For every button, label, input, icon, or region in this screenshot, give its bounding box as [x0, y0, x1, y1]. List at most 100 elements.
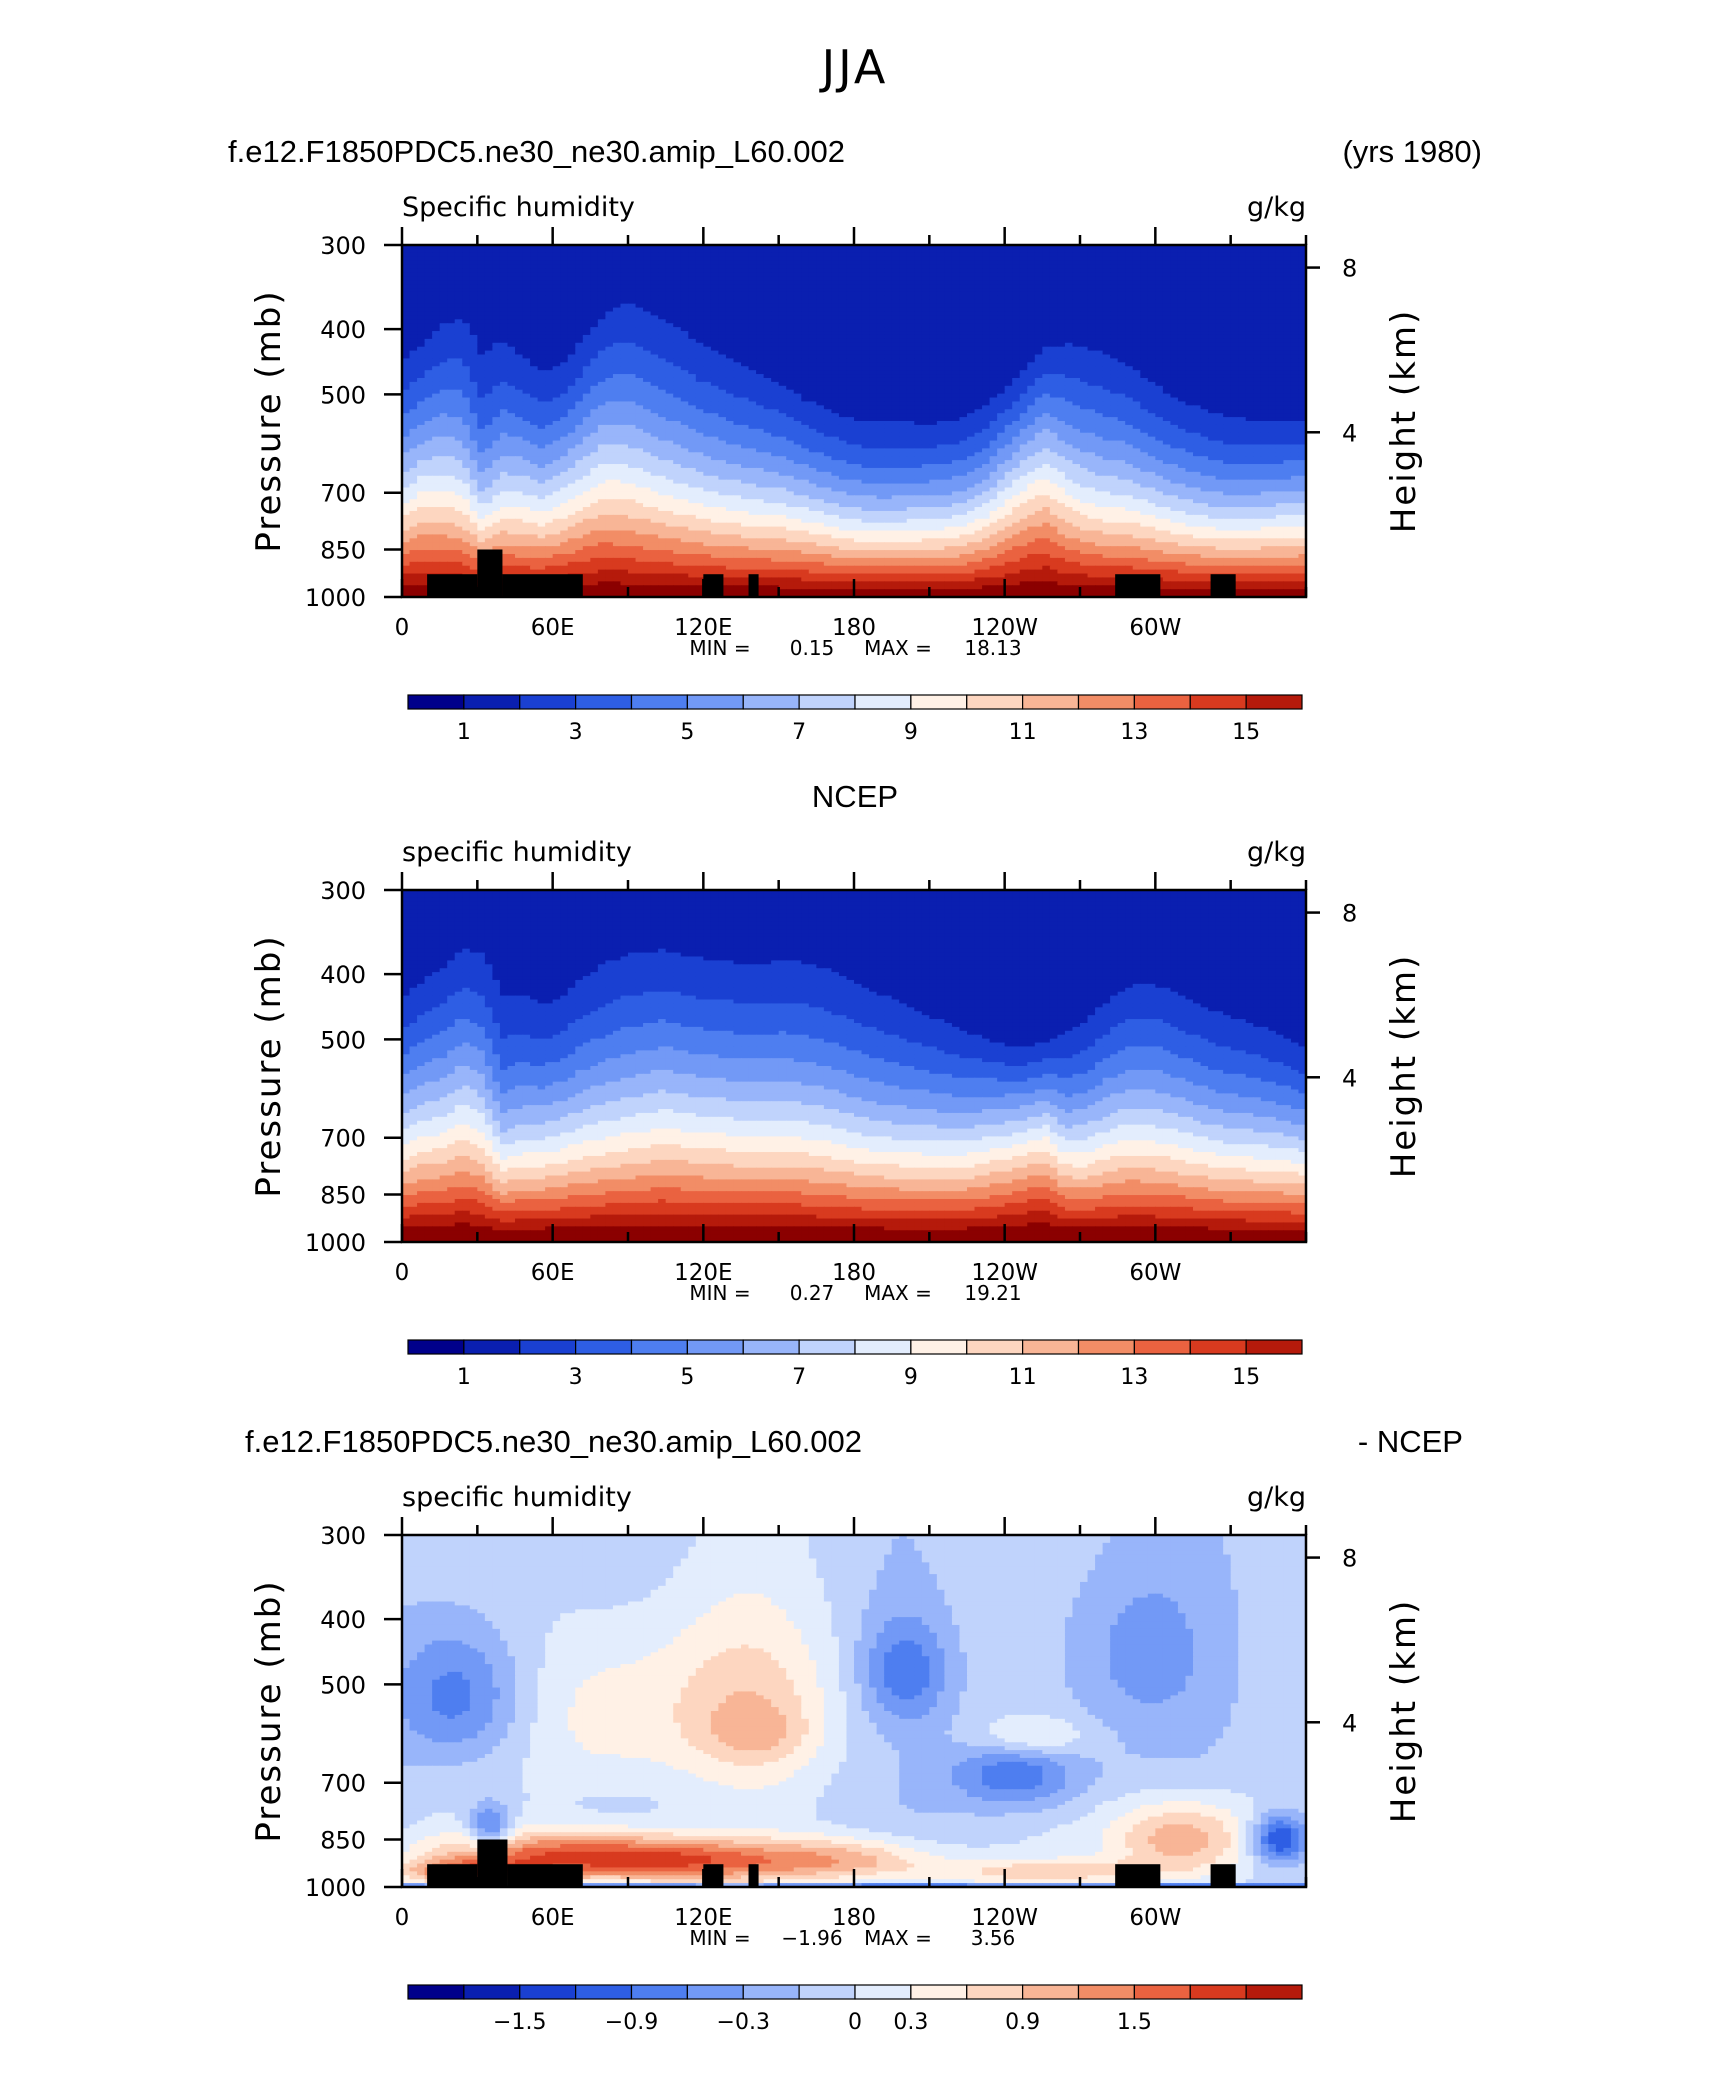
field-cell	[1162, 342, 1171, 348]
field-cell	[462, 248, 471, 254]
field-cell	[801, 323, 810, 328]
field-cell	[982, 385, 991, 391]
field-cell	[989, 370, 998, 375]
field-cell	[567, 315, 576, 320]
field-cell	[756, 358, 765, 363]
field-cell	[703, 288, 712, 293]
field-cell	[846, 393, 855, 399]
field-cell	[582, 319, 591, 324]
field-cell	[823, 264, 832, 270]
field-cell	[959, 374, 968, 379]
field-cell	[838, 264, 848, 270]
field-cell	[575, 256, 584, 262]
field-cell	[439, 319, 448, 324]
field-cell	[688, 342, 697, 348]
field-cell	[658, 291, 667, 297]
field-cell	[959, 358, 968, 363]
field-cell	[899, 342, 908, 348]
field-cell	[673, 397, 682, 403]
field-cell	[545, 276, 554, 281]
field-cell	[1117, 331, 1126, 336]
field-cell	[1268, 276, 1277, 281]
field-cell	[831, 346, 840, 352]
field-cell	[469, 346, 478, 352]
field-cell	[1275, 276, 1284, 281]
field-cell	[462, 288, 471, 293]
field-cell	[725, 299, 735, 305]
field-cell	[1275, 280, 1284, 285]
field-cell	[1147, 315, 1156, 320]
field-cell	[1290, 370, 1300, 375]
field-cell	[1208, 362, 1217, 367]
field-cell	[1102, 295, 1111, 301]
field-cell	[447, 256, 456, 262]
field-cell	[1200, 311, 1209, 316]
field-cell	[1087, 358, 1096, 363]
field-cell	[492, 256, 501, 262]
field-cell	[718, 331, 727, 336]
field-cell	[612, 366, 622, 371]
field-cell	[1245, 264, 1254, 270]
field-cell	[1208, 354, 1217, 360]
field-cell	[1260, 284, 1269, 289]
field-cell	[959, 256, 968, 262]
field-cell	[507, 323, 516, 328]
field-cell	[861, 288, 870, 293]
field-cell	[507, 284, 516, 289]
field-cell	[710, 327, 719, 332]
field-cell	[402, 334, 411, 340]
field-cell	[1245, 319, 1254, 324]
field-cell	[484, 381, 493, 387]
field-cell	[982, 245, 991, 250]
field-cell	[462, 331, 471, 336]
field-cell	[854, 276, 863, 281]
field-cell	[635, 385, 644, 391]
field-cell	[1132, 268, 1141, 273]
field-cell	[944, 245, 953, 250]
field-cell	[703, 385, 712, 391]
field-cell	[605, 385, 614, 391]
field-cell	[831, 319, 840, 324]
field-cell	[1110, 389, 1119, 395]
field-cell	[703, 319, 712, 324]
field-cell	[801, 307, 810, 313]
field-cell	[1034, 248, 1043, 254]
field-cell	[1200, 272, 1209, 277]
field-cell	[1080, 362, 1089, 367]
field-cell	[1215, 374, 1224, 379]
field-cell	[612, 389, 622, 395]
field-cell	[1140, 323, 1149, 328]
field-cell	[756, 311, 765, 316]
field-cell	[499, 315, 509, 320]
field-cell	[439, 401, 448, 406]
field-cell	[982, 315, 991, 320]
field-cell	[1162, 362, 1171, 367]
field-cell	[710, 362, 719, 367]
field-cell	[718, 260, 727, 266]
field-cell	[1042, 295, 1051, 301]
field-cell	[484, 248, 493, 254]
field-cell	[1019, 334, 1028, 340]
field-cell	[1019, 362, 1028, 367]
field-cell	[582, 295, 591, 301]
field-cell	[1004, 284, 1013, 289]
field-cell	[838, 358, 848, 363]
field-cell	[1125, 358, 1134, 363]
field-cell	[492, 319, 501, 324]
field-cell	[1095, 315, 1104, 320]
field-cell	[974, 299, 983, 305]
field-cell	[1012, 264, 1021, 270]
field-cell	[1275, 268, 1284, 273]
field-cell	[997, 315, 1006, 320]
field-cell	[635, 370, 644, 375]
field-cell	[1230, 346, 1239, 352]
field-cell	[628, 256, 637, 262]
field-cell	[688, 327, 697, 332]
field-cell	[1102, 350, 1111, 356]
field-cell	[748, 342, 757, 348]
field-cell	[997, 256, 1006, 262]
field-cell	[741, 288, 750, 293]
field-cell	[447, 260, 456, 266]
field-cell	[1027, 374, 1036, 379]
field-cell	[771, 291, 780, 297]
